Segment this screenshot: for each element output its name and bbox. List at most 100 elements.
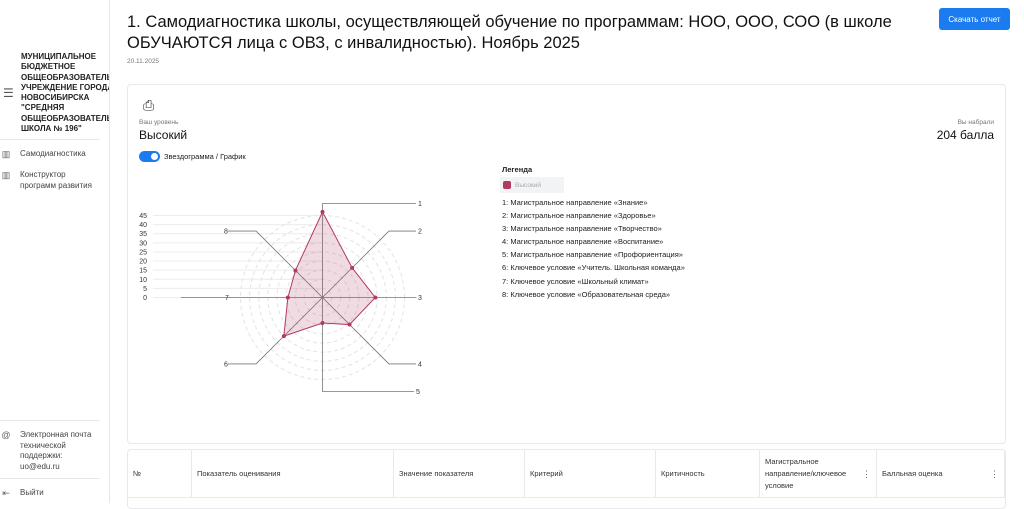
- legend-item: 1: Магистральное направление «Знание»: [502, 198, 648, 207]
- download-report-button[interactable]: Скачать отчет: [939, 8, 1010, 30]
- org-name: МУНИЦИПАЛЬНОЕ БЮДЖЕТНОЕ ОБЩЕОБРАЗОВАТЕЛЬН У…: [21, 52, 109, 134]
- legend-item: 8: Ключевое условие «Образовательная сре…: [502, 289, 671, 299]
- org-name-line: УЧРЕЖДЕНИЕ ГОРОДА: [21, 82, 109, 92]
- y-tick-label: 45: [139, 213, 147, 220]
- axis-label: 6: [224, 361, 228, 368]
- legend-item: 4: Магистральное направление «Воспитание…: [502, 237, 664, 247]
- data-point: [281, 334, 286, 339]
- column-header-label: Балльная оценка: [882, 468, 943, 478]
- data-point: [293, 268, 298, 273]
- report-date: 20.11.2025: [127, 58, 160, 65]
- hamburger-icon[interactable]: ☰: [3, 86, 14, 100]
- sidebar-item-label: Конструктор программ развития: [20, 170, 92, 190]
- column-menu-icon[interactable]: ⋮: [862, 469, 871, 479]
- support-text: Электронная почта технической поддержки:…: [20, 430, 92, 471]
- data-point: [320, 209, 325, 214]
- legend-item: 7: Ключевое условие «Школьный климат»: [502, 276, 649, 286]
- y-tick-label: 20: [139, 259, 147, 266]
- column-header-label: Значение показателя: [399, 468, 474, 478]
- series-swatch: [503, 181, 511, 189]
- data-point: [350, 265, 355, 270]
- axis-label: 3: [418, 295, 422, 302]
- column-header-label: Показатель оценивания: [197, 468, 281, 478]
- logout-label: Выйти: [20, 488, 44, 497]
- score-label: Вы набрали: [957, 119, 994, 126]
- axis-label: 7: [225, 295, 229, 302]
- axis-label: 4: [418, 361, 422, 368]
- column-header[interactable]: №: [128, 450, 192, 498]
- legend-item: 5: Магистральное направление «Профориент…: [502, 250, 683, 260]
- legend: Легенда Высокий 1: Магистральное направл…: [500, 165, 685, 301]
- download-file-icon[interactable]: ⎙: [143, 97, 155, 113]
- column-header[interactable]: Критичность: [656, 450, 760, 498]
- divider: [0, 139, 100, 140]
- org-name-line: БЮДЖЕТНОЕ: [21, 62, 76, 72]
- column-header[interactable]: Критерий: [525, 450, 656, 498]
- axis-label: 2: [418, 229, 422, 236]
- toggle-label: Звездограмма / График: [164, 152, 246, 161]
- y-tick-label: 30: [139, 240, 147, 247]
- data-point: [320, 321, 325, 326]
- radar-axis: [228, 230, 323, 298]
- radar-axis: [322, 230, 416, 298]
- column-header-label: Критичность: [661, 468, 705, 478]
- page-title: 1. Самодиагностика школы, осуществляющей…: [127, 13, 892, 52]
- logout-button[interactable]: ⇤ Выйти: [0, 488, 44, 499]
- at-icon: @: [1, 430, 11, 440]
- org-name-line: НОВОСИБИРСКА: [21, 93, 90, 103]
- divider: [0, 478, 100, 479]
- radar-axis: [322, 297, 414, 392]
- legend-series-high[interactable]: Высокий: [500, 177, 564, 193]
- support-email[interactable]: @ Электронная почта технической поддержки…: [0, 430, 95, 472]
- org-name-line: МУНИЦИПАЛЬНОЕ: [21, 52, 97, 61]
- column-header[interactable]: Показатель оценивания: [192, 450, 394, 498]
- y-tick-label: 25: [139, 249, 147, 256]
- chart-type-toggle[interactable]: [139, 151, 160, 162]
- data-point: [347, 322, 352, 327]
- y-tick-label: 15: [139, 268, 147, 275]
- axis-label: 5: [416, 389, 420, 396]
- sidebar-item-self-diagnostics[interactable]: ▥ Самодиагностика: [0, 149, 86, 160]
- data-point: [285, 295, 290, 300]
- result-card: ⎙ Ваш уровень Высокий Вы набрали 204 бал…: [127, 84, 1006, 444]
- column-header-label: №: [133, 468, 142, 478]
- axis-label: 1: [418, 201, 422, 208]
- sidebar-item-label: Самодиагностика: [20, 149, 86, 158]
- column-header[interactable]: Значение показателя: [394, 450, 525, 498]
- legend-item: 3: Магистральное направление «Творчество…: [502, 224, 662, 234]
- org-name-line: "СРЕДНЯЯ: [21, 103, 65, 113]
- org-name-line: ШКОЛА № 196": [21, 124, 82, 134]
- books-icon: ▥: [1, 170, 11, 180]
- column-menu-icon[interactable]: ⋮: [990, 469, 999, 479]
- legend-item: 2: Магистральное направление «Здоровье»: [502, 211, 656, 221]
- y-tick-label: 40: [139, 222, 147, 229]
- books-icon: ▥: [1, 149, 11, 159]
- legend-title: Легенда: [502, 165, 533, 174]
- column-header-label: Магистральное направление/ключевое услов…: [765, 456, 847, 490]
- score-value: 204 балла: [936, 128, 994, 142]
- legend-series-label: Высокий: [515, 181, 542, 189]
- y-tick-label: 0: [143, 295, 147, 302]
- sidebar-item-program-builder[interactable]: ▥ Конструктор программ развития: [0, 170, 100, 191]
- legend-item: 6: Ключевое условие «Учитель. Школьная к…: [502, 263, 685, 273]
- level-value: Высокий: [139, 128, 188, 142]
- axis-label: 8: [224, 229, 228, 236]
- org-name-line: ОБЩЕОБРАЗОВАТЕЛЬН: [21, 113, 109, 123]
- column-header-label: Критерий: [530, 468, 563, 478]
- y-tick-label: 5: [143, 286, 147, 293]
- data-point: [373, 295, 378, 300]
- y-tick-label: 10: [139, 277, 147, 284]
- y-tick-label: 35: [139, 231, 147, 238]
- logout-icon: ⇤: [2, 488, 10, 498]
- org-name-line: ОБЩЕОБРАЗОВАТЕЛЬН: [21, 72, 109, 82]
- sidebar: ☰ МУНИЦИПАЛЬНОЕ БЮДЖЕТНОЕ ОБЩЕОБРАЗОВАТЕЛЬ…: [0, 0, 110, 503]
- radar-axis: [322, 203, 416, 298]
- radar-axis: [228, 297, 323, 365]
- column-header[interactable]: Балльная оценка ⋮: [877, 450, 1005, 498]
- divider: [0, 420, 100, 421]
- radar-axis: [322, 297, 416, 365]
- indicators-table: № Показатель оценивания Значение показател…: [127, 449, 1006, 509]
- level-label: Ваш уровень: [139, 119, 179, 126]
- column-header[interactable]: Магистральное направление/ключевое услов…: [760, 450, 877, 498]
